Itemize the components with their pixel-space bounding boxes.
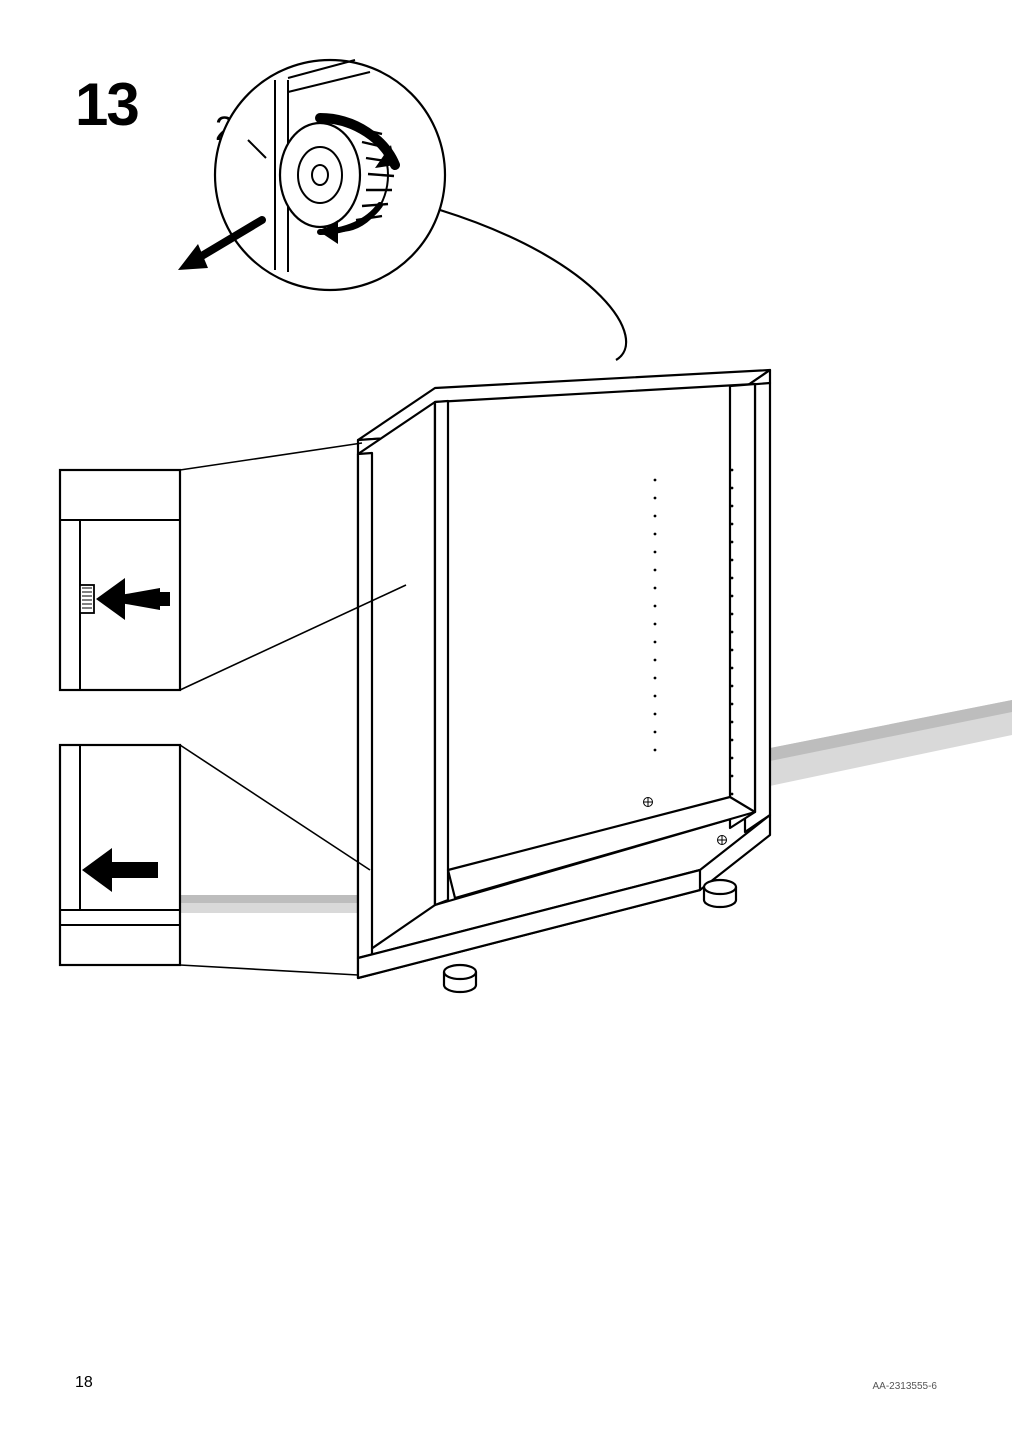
cabinet (358, 370, 770, 992)
detail-box-top (60, 443, 406, 690)
page-number: 18 (75, 1374, 93, 1392)
page: 13 2x (0, 0, 1012, 1432)
detail-circle (178, 60, 626, 360)
assembly-illustration (0, 0, 1012, 1432)
detail-box-bottom (60, 745, 370, 975)
document-id: AA-2313555-6 (873, 1381, 938, 1392)
